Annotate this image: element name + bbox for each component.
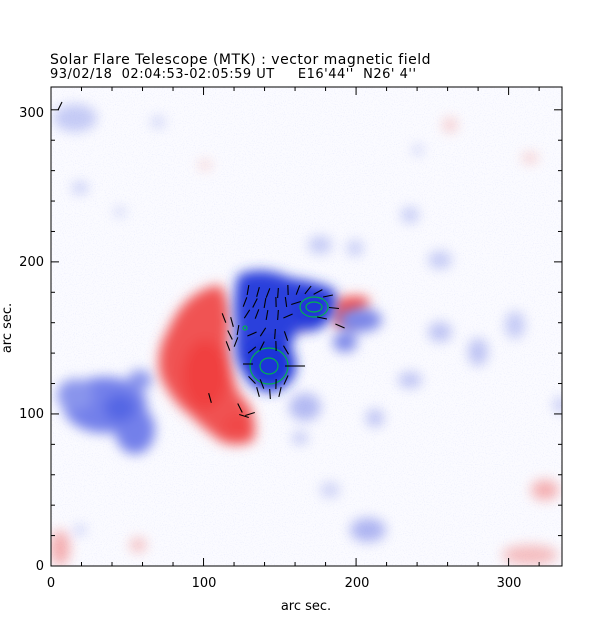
field-vector xyxy=(230,317,234,327)
field-vector xyxy=(248,376,256,384)
field-vector xyxy=(328,306,340,310)
field-vector xyxy=(269,388,271,400)
field-vector xyxy=(246,284,250,296)
y-tick-label: 0 xyxy=(36,559,44,574)
y-tick-labels: 0 100 200 300 xyxy=(19,106,44,574)
figure-title: Solar Flare Telescope (MTK) : vector mag… xyxy=(50,52,431,68)
field-vector xyxy=(245,411,255,417)
x-axis-label: arc sec. xyxy=(281,599,331,614)
magnetogram-image xyxy=(51,87,562,566)
field-vector xyxy=(227,330,233,340)
y-tick-label: 200 xyxy=(19,255,44,270)
field-vector xyxy=(247,331,257,337)
field-vector xyxy=(233,337,239,347)
field-vector xyxy=(237,403,243,413)
x-tick-label: 200 xyxy=(345,576,370,591)
field-vector xyxy=(274,328,276,340)
x-tick-labels: 0 100 200 300 xyxy=(47,576,522,591)
field-vector xyxy=(256,387,260,397)
x-tick-label: 0 xyxy=(47,576,55,591)
field-vector xyxy=(265,288,271,298)
field-vector xyxy=(263,297,267,309)
field-vector xyxy=(259,327,267,337)
field-vector xyxy=(247,346,257,354)
field-vector xyxy=(254,309,260,319)
field-vector xyxy=(283,313,293,319)
field-vector xyxy=(265,309,269,321)
field-vector xyxy=(283,345,289,355)
field-vector xyxy=(291,300,301,306)
field-vector xyxy=(242,297,248,307)
field-vector xyxy=(252,298,258,308)
field-vector xyxy=(283,375,289,385)
field-vector xyxy=(322,294,334,298)
field-vector xyxy=(304,285,312,295)
field-vector xyxy=(259,341,265,351)
field-vector xyxy=(236,324,240,336)
x-tick-label: 100 xyxy=(192,576,217,591)
x-tick-label: 300 xyxy=(497,576,522,591)
field-vector xyxy=(313,289,323,295)
field-vector xyxy=(221,313,227,323)
field-vector xyxy=(284,296,288,308)
y-tick-label: 300 xyxy=(19,106,44,121)
field-vector xyxy=(277,287,279,299)
field-vector xyxy=(335,323,345,329)
field-vector xyxy=(295,285,301,295)
field-vector xyxy=(243,309,251,319)
transverse-field-vectors xyxy=(57,101,345,419)
field-vector xyxy=(57,101,63,111)
field-vector xyxy=(277,309,279,321)
field-vector xyxy=(256,287,260,297)
field-vector xyxy=(259,379,265,389)
field-vector xyxy=(316,316,328,320)
field-vector xyxy=(278,387,282,397)
field-vector xyxy=(225,341,231,351)
field-vector xyxy=(239,413,249,419)
plot-frame xyxy=(50,86,563,567)
y-axis-label: arc sec. xyxy=(0,303,15,353)
figure-subtitle: 93/02/18 02:04:53-02:05:59 UT E16'44'' N… xyxy=(50,67,417,82)
field-vector xyxy=(283,331,289,341)
field-vector xyxy=(208,393,212,403)
y-tick-label: 100 xyxy=(19,407,44,422)
